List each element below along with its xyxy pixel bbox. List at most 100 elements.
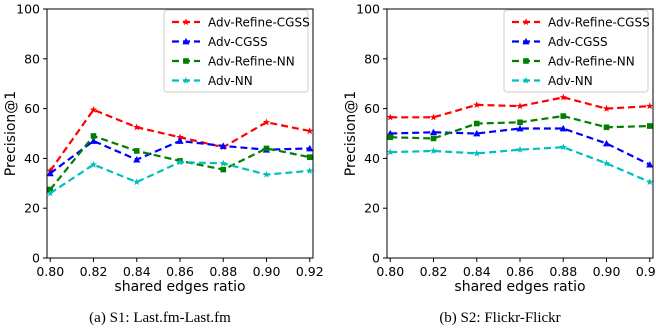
legend-box <box>503 9 649 93</box>
y-tick-label: 80 <box>364 51 380 66</box>
x-tick-label: 0.88 <box>209 264 237 279</box>
x-tick-label: 0.92 <box>636 264 656 279</box>
series-line-4 <box>49 161 310 195</box>
data-point <box>516 145 524 153</box>
legend: Adv-Refine-CGSS Adv-CGSS Adv-Refine-NN Adv-… <box>163 9 310 93</box>
data-point <box>473 120 480 127</box>
data-point <box>263 145 270 152</box>
data-point <box>386 113 394 121</box>
y-tick-label: 40 <box>24 151 40 166</box>
y-tick-label: 20 <box>364 201 380 216</box>
data-point <box>220 166 227 173</box>
x-tick-label: 0.80 <box>36 264 64 279</box>
data-point <box>386 148 394 156</box>
y-tick-label: 100 <box>356 2 380 17</box>
x-tick-label: 0.90 <box>253 264 281 279</box>
data-point <box>559 93 567 101</box>
figure-caption: (a) S1: Last.fm-Last.fm <box>89 310 231 326</box>
y-tick-label: 0 <box>372 251 380 266</box>
data-point <box>646 178 654 186</box>
legend-label: Adv-Refine-CGSS <box>548 15 650 29</box>
legend-label: Adv-CGSS <box>208 35 268 49</box>
legend-marker <box>182 76 190 84</box>
y-tick-label: 40 <box>364 151 380 166</box>
data-point <box>306 167 314 174</box>
x-tick-label: 0.84 <box>123 264 151 279</box>
data-point <box>176 158 184 166</box>
data-point <box>262 118 271 126</box>
data-point <box>473 101 481 108</box>
legend-label: Adv-CGSS <box>548 35 608 49</box>
data-point <box>602 139 611 147</box>
data-point <box>603 124 610 131</box>
data-point <box>89 106 98 113</box>
x-tick-label: 0.82 <box>80 264 108 279</box>
data-point <box>133 123 141 131</box>
x-axis-label: shared edges ratio <box>114 279 245 295</box>
data-point <box>516 102 524 110</box>
data-point <box>306 127 314 135</box>
y-tick-label: 0 <box>32 251 40 266</box>
legend-marker <box>522 18 530 26</box>
data-point <box>133 156 141 163</box>
data-point <box>262 170 271 178</box>
legend-box <box>163 9 309 93</box>
data-point <box>473 129 481 137</box>
data-point <box>429 128 438 136</box>
x-tick-label: 0.88 <box>549 264 577 279</box>
data-point <box>89 137 98 144</box>
y-tick-label: 60 <box>364 101 380 116</box>
y-tick-label: 80 <box>24 51 40 66</box>
y-tick-label: 100 <box>16 2 40 17</box>
data-point <box>219 159 227 167</box>
y-tick-label: 60 <box>24 101 40 116</box>
y-tick-label: 20 <box>24 201 40 216</box>
data-point <box>219 142 227 149</box>
data-point <box>306 154 313 160</box>
y-axis-label: Precision@1 <box>3 91 19 176</box>
legend-marker <box>523 58 529 64</box>
x-tick-label: 0.82 <box>420 264 448 279</box>
data-point <box>46 189 54 197</box>
legend-marker <box>522 37 530 45</box>
data-point <box>646 102 654 110</box>
data-point <box>133 148 140 154</box>
data-point <box>516 124 524 132</box>
data-point <box>602 104 611 112</box>
y-axis-label: Precision@1 <box>343 91 359 176</box>
data-point <box>517 119 523 126</box>
data-point <box>559 124 567 132</box>
data-point <box>387 134 394 141</box>
x-axis-label: shared edges ratio <box>454 279 585 295</box>
data-point <box>602 159 611 167</box>
data-point <box>430 135 437 142</box>
data-point <box>89 160 98 168</box>
chart-panel-1: 0 20 40 60 80 100 0.80 0.82 0.84 0.86 0.88 0.90 0.92… <box>3 2 324 327</box>
data-point <box>473 149 481 157</box>
data-point <box>559 143 567 151</box>
legend-label: Adv-Refine-CGSS <box>208 15 310 29</box>
data-point <box>176 133 184 141</box>
data-point <box>429 147 438 154</box>
x-tick-label: 0.84 <box>463 264 491 279</box>
data-point <box>46 169 54 177</box>
legend-label: Adv-NN <box>548 74 593 88</box>
legend-label: Adv-Refine-NN <box>208 54 295 68</box>
legend-marker <box>182 37 190 45</box>
data-point <box>90 133 97 139</box>
legend-label: Adv-Refine-NN <box>548 54 635 68</box>
x-tick-label: 0.86 <box>506 264 534 279</box>
x-tick-label: 0.90 <box>593 264 621 279</box>
legend: Adv-Refine-CGSS Adv-CGSS Adv-Refine-NN Adv-… <box>503 9 650 93</box>
legend-marker <box>522 76 530 84</box>
legend-marker <box>183 58 189 64</box>
legend-label: Adv-NN <box>208 74 253 88</box>
x-tick-label: 0.80 <box>376 264 404 279</box>
x-tick-label: 0.92 <box>296 264 324 279</box>
data-point <box>306 144 314 152</box>
data-point <box>646 123 653 129</box>
series-line-4 <box>390 146 651 184</box>
data-point <box>176 137 184 144</box>
data-point <box>560 113 567 119</box>
